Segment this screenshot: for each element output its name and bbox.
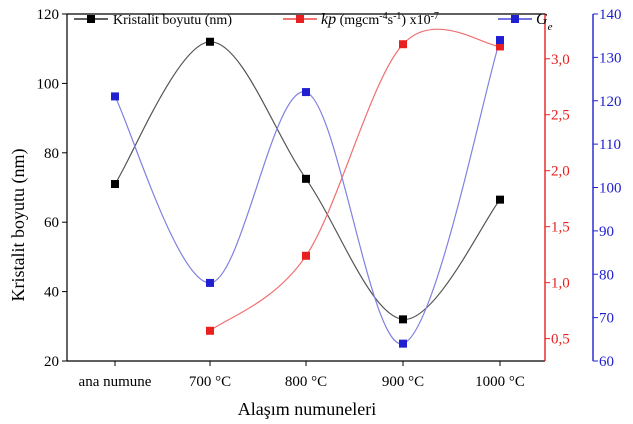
ge-point xyxy=(496,36,504,45)
kp-axis-tick-label: 3,0 xyxy=(551,52,570,68)
ge-point xyxy=(302,88,310,97)
plot-frame xyxy=(67,13,545,362)
x-axis-tick-label: ana numune xyxy=(79,374,152,390)
left-axis-tick-label: 20 xyxy=(44,354,59,370)
ge-axis-tick-label: 140 xyxy=(599,7,622,23)
kristalit-point xyxy=(302,174,310,183)
kristalit-point xyxy=(206,37,214,46)
kristalit-point xyxy=(399,315,407,324)
ge-point xyxy=(111,92,119,101)
kp-point xyxy=(206,326,214,335)
legend-marker-ge xyxy=(511,15,519,23)
ge-axis-tick-label: 60 xyxy=(599,354,614,370)
series-markers xyxy=(111,36,504,348)
kp-line xyxy=(209,28,501,332)
legend-label-kristalit: Kristalit boyutu (nm) xyxy=(113,13,232,28)
legend-marker-kristalit xyxy=(87,15,95,23)
ge-axis-tick-label: 120 xyxy=(599,94,622,110)
ge-axis-tick-label: 70 xyxy=(599,311,614,327)
kp-axis-tick-label: 2,5 xyxy=(551,108,570,124)
ge-axis-tick-label: 110 xyxy=(599,137,621,153)
left-axis-tick-label: 120 xyxy=(37,7,60,23)
kp-point xyxy=(302,251,310,260)
x-axis-tick-label: 700 °C xyxy=(189,374,231,390)
ge-line xyxy=(114,39,501,345)
kp-axis-tick-label: 1,5 xyxy=(551,220,570,236)
kp-axis-tick-label: 1,0 xyxy=(551,276,570,292)
kp-axis: 0,5 1,0 1,5 2,0 2,5 3,0 xyxy=(544,14,570,361)
y-axis-title: Kristalit boyutu (nm) xyxy=(8,149,29,302)
kristalit-point xyxy=(496,195,504,204)
ge-axis-tick-label: 90 xyxy=(599,224,614,240)
legend-label-ge: Ge xyxy=(536,11,553,33)
left-axis-tick-label: 40 xyxy=(44,285,59,301)
kp-point xyxy=(496,42,504,51)
left-axis-tick-label: 60 xyxy=(44,215,59,231)
ge-axis: 60 70 80 90 100 110 120 130 140 xyxy=(592,7,622,370)
ge-point xyxy=(206,278,214,287)
kristalit-point xyxy=(111,180,119,189)
ge-axis-tick-label: 130 xyxy=(599,50,622,66)
x-axis-tick-label: 1000 °C xyxy=(475,374,525,390)
ge-axis-tick-label: 80 xyxy=(599,267,614,283)
legend-marker-kp xyxy=(296,15,304,23)
ge-point xyxy=(399,339,407,348)
x-axis: ana numune 700 °C 800 °C 900 °C 1000 °C xyxy=(79,361,525,390)
x-axis-tick-label: 800 °C xyxy=(285,374,327,390)
kp-point xyxy=(399,40,407,49)
ge-axis-tick-label: 100 xyxy=(599,181,622,197)
kp-axis-tick-label: 0,5 xyxy=(551,332,570,348)
left-axis-tick-label: 80 xyxy=(44,146,59,162)
kp-axis-tick-label: 2,0 xyxy=(551,164,570,180)
left-axis-tick-label: 100 xyxy=(37,76,60,92)
legend: Kristalit boyutu (nm) kp (mgcm-4s-1) x10-… xyxy=(74,11,553,33)
legend-label-kp: kp (mgcm-4s-1) x10-7 xyxy=(321,11,439,29)
left-axis: 20 40 60 80 100 120 xyxy=(37,7,68,370)
series-lines xyxy=(114,28,501,345)
x-axis-title: Alaşım numuneleri xyxy=(238,399,376,419)
x-axis-tick-label: 900 °C xyxy=(382,374,424,390)
